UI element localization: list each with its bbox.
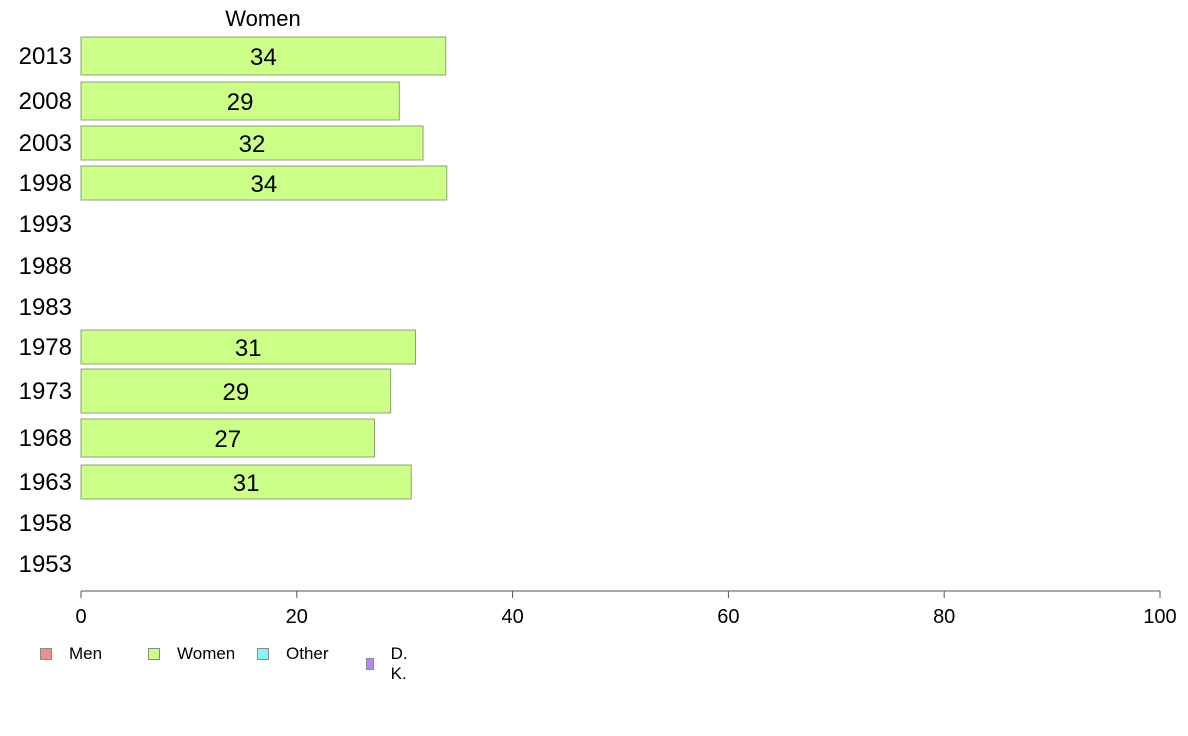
y-tick-label: 1973 (19, 378, 72, 405)
legend-label: Other (286, 644, 329, 663)
data-label-1968: 27 (214, 426, 241, 453)
y-tick-label: 1953 (19, 551, 72, 578)
data-label-2008: 29 (227, 89, 254, 116)
y-tick-label: 1963 (19, 469, 72, 496)
bar-2003 (80, 125, 424, 161)
x-tick-label: 100 (1143, 606, 1176, 628)
legend-swatch (40, 648, 52, 660)
data-label-2013: 34 (250, 44, 277, 71)
legend-item-d-k: D. K. (366, 644, 412, 684)
y-tick-label: 1993 (19, 211, 72, 238)
y-tick-label: 2013 (19, 43, 72, 70)
y-tick-label: 2003 (19, 130, 72, 157)
x-tick-label: 0 (75, 606, 86, 628)
x-tick-label: 60 (717, 606, 739, 628)
bar-2008 (80, 81, 400, 121)
y-tick-label: 1988 (19, 253, 72, 280)
legend-item-other: Other (257, 644, 329, 664)
bar-2013 (80, 36, 447, 76)
legend-label: D. K. (390, 644, 408, 683)
bar-1978 (80, 329, 416, 365)
chart-title: Women (225, 6, 300, 31)
legend-label: Men (69, 644, 103, 663)
legend-label: Women (177, 644, 236, 663)
x-tick-label: 40 (501, 606, 523, 628)
data-label-2003: 32 (239, 131, 266, 158)
legend-item-women: Women (148, 644, 235, 664)
x-tick-label: 80 (933, 606, 955, 628)
bar-1998 (80, 165, 448, 201)
data-label-1978: 31 (235, 335, 262, 362)
y-tick-label: 1958 (19, 510, 72, 537)
y-tick-label: 1983 (19, 294, 72, 321)
data-label-1973: 29 (222, 379, 249, 406)
y-tick-label: 2008 (19, 88, 72, 115)
bar-1963 (80, 464, 412, 500)
legend-item-men: Men (40, 644, 102, 664)
legend-swatch (366, 658, 374, 670)
legend-swatch (148, 648, 160, 660)
data-label-1998: 34 (251, 171, 278, 198)
x-axis: 0 20 40 60 80 100 (75, 590, 1177, 628)
data-label-1963: 31 (233, 470, 260, 497)
bar-1968 (80, 418, 375, 458)
y-tick-label: 1998 (19, 170, 72, 197)
x-tick-label: 20 (286, 606, 308, 628)
legend-swatch (257, 648, 269, 660)
y-tick-label: 1978 (19, 334, 72, 361)
bar-1973 (80, 368, 392, 414)
y-tick-label: 1968 (19, 425, 72, 452)
